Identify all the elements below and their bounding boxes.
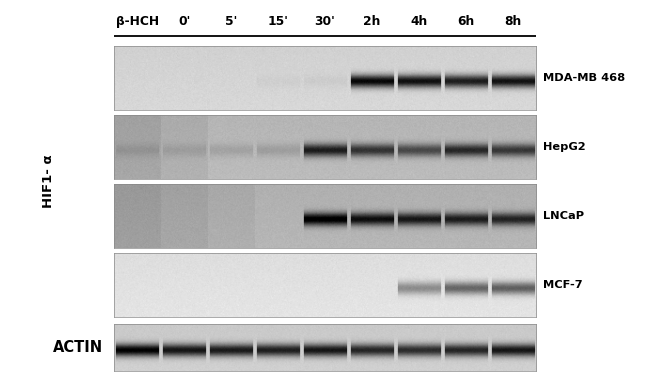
Text: MDA-MB 468: MDA-MB 468: [543, 73, 625, 83]
Text: 6h: 6h: [457, 15, 474, 28]
Text: HIF1- α: HIF1- α: [42, 155, 55, 208]
Text: β-HCH: β-HCH: [116, 15, 159, 28]
Text: MCF-7: MCF-7: [543, 280, 582, 290]
Text: 8h: 8h: [504, 15, 521, 28]
Text: 5': 5': [225, 15, 237, 28]
Text: 30': 30': [315, 15, 335, 28]
Text: HepG2: HepG2: [543, 142, 585, 152]
Text: 0': 0': [178, 15, 190, 28]
Text: ACTIN: ACTIN: [53, 340, 103, 354]
Text: LNCaP: LNCaP: [543, 211, 584, 221]
Text: 15': 15': [268, 15, 289, 28]
Text: 4h: 4h: [410, 15, 428, 28]
Text: 2h: 2h: [363, 15, 381, 28]
